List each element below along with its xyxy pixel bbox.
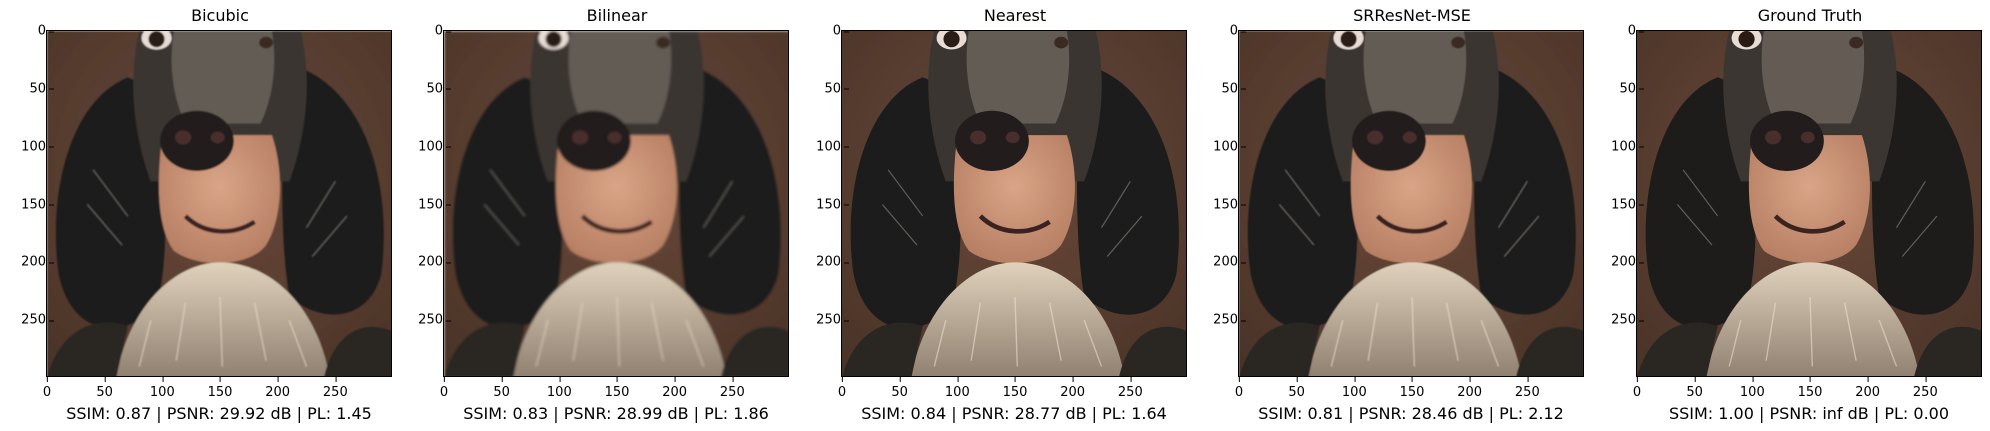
dog-image bbox=[1238, 30, 1584, 377]
x-tick-label: 50 bbox=[1686, 377, 1703, 400]
panel-srresnet-mse: SRResNet-MSE bbox=[1192, 0, 1589, 431]
y-tick-label: 0 bbox=[37, 23, 55, 39]
x-tick-label: 250 bbox=[1514, 377, 1540, 400]
y-tick-label: 200 bbox=[816, 254, 849, 270]
y-tick-label: 250 bbox=[418, 312, 451, 328]
y-tick-label: 100 bbox=[1213, 139, 1246, 155]
y-tick-label: 100 bbox=[418, 139, 451, 155]
dog-image bbox=[841, 30, 1187, 377]
x-tick-label: 200 bbox=[265, 377, 291, 400]
x-tick-label: 200 bbox=[1855, 377, 1881, 400]
metrics-caption: SSIM: 0.83 | PSNR: 28.99 dB | PL: 1.86 bbox=[463, 404, 769, 423]
y-tick-label: 200 bbox=[1611, 254, 1644, 270]
panel-ground-truth: Ground Truth bbox=[1590, 0, 1987, 431]
y-tick-label: 150 bbox=[1611, 197, 1644, 212]
y-tick-label: 150 bbox=[816, 197, 849, 212]
metrics-caption: SSIM: 0.87 | PSNR: 29.92 dB | PL: 1.45 bbox=[66, 404, 372, 423]
panel-nearest: Nearest bbox=[795, 0, 1192, 431]
dog-image bbox=[46, 30, 392, 377]
x-tick-label: 250 bbox=[1912, 377, 1938, 400]
x-tick-label: 100 bbox=[546, 377, 572, 400]
y-tick-label: 0 bbox=[832, 23, 850, 39]
x-tick-label: 150 bbox=[207, 377, 233, 400]
x-tick-label: 50 bbox=[1288, 377, 1305, 400]
x-tick-label: 200 bbox=[1457, 377, 1483, 400]
panel-title: SRResNet-MSE bbox=[1353, 6, 1471, 25]
x-tick-label: 150 bbox=[1002, 377, 1028, 400]
panel-title: Nearest bbox=[983, 6, 1047, 25]
x-tick-label: 100 bbox=[1341, 377, 1367, 400]
y-tick-label: 150 bbox=[418, 197, 451, 212]
x-tick-label: 250 bbox=[1117, 377, 1143, 400]
y-tick-label: 50 bbox=[426, 81, 451, 97]
x-tick-label: 0 bbox=[439, 377, 449, 400]
x-tick-label: 50 bbox=[493, 377, 510, 400]
metrics-caption: SSIM: 0.81 | PSNR: 28.46 dB | PL: 2.12 bbox=[1258, 404, 1564, 423]
y-tick-label: 50 bbox=[29, 81, 54, 97]
x-tick-label: 200 bbox=[662, 377, 688, 400]
x-tick-label: 150 bbox=[604, 377, 630, 400]
y-tick-label: 200 bbox=[418, 254, 451, 270]
y-tick-label: 100 bbox=[1611, 139, 1644, 155]
y-tick-label: 50 bbox=[1619, 81, 1644, 97]
x-tick-label: 200 bbox=[1060, 377, 1086, 400]
x-tick-label: 0 bbox=[1632, 377, 1642, 400]
metrics-caption: SSIM: 0.84 | PSNR: 28.77 dB | PL: 1.64 bbox=[861, 404, 1167, 423]
y-tick-label: 250 bbox=[21, 312, 54, 328]
x-tick-label: 150 bbox=[1797, 377, 1823, 400]
x-tick-label: 250 bbox=[719, 377, 745, 400]
dog-image bbox=[1636, 30, 1982, 377]
x-tick-label: 50 bbox=[96, 377, 113, 400]
x-tick-label: 100 bbox=[1739, 377, 1765, 400]
x-tick-label: 100 bbox=[944, 377, 970, 400]
y-tick-label: 0 bbox=[1627, 23, 1645, 39]
x-tick-label: 0 bbox=[837, 377, 847, 400]
y-tick-label: 200 bbox=[21, 254, 54, 270]
x-tick-label: 100 bbox=[149, 377, 175, 400]
y-tick-label: 250 bbox=[1611, 312, 1644, 328]
panel-title: Bicubic bbox=[191, 6, 249, 25]
panel-title: Bilinear bbox=[586, 6, 648, 25]
y-tick-label: 0 bbox=[434, 23, 452, 39]
x-tick-label: 150 bbox=[1399, 377, 1425, 400]
y-tick-label: 50 bbox=[1221, 81, 1246, 97]
y-tick-label: 250 bbox=[1213, 312, 1246, 328]
y-tick-label: 100 bbox=[816, 139, 849, 155]
x-tick-label: 250 bbox=[322, 377, 348, 400]
y-tick-label: 250 bbox=[816, 312, 849, 328]
y-tick-label: 0 bbox=[1229, 23, 1247, 39]
metrics-caption: SSIM: 1.00 | PSNR: inf dB | PL: 0.00 bbox=[1668, 404, 1950, 423]
panel-bilinear: Bilinear bbox=[397, 0, 794, 431]
panel-bicubic: Bicubic bbox=[0, 0, 397, 431]
panel-title: Ground Truth bbox=[1757, 6, 1863, 25]
y-tick-label: 150 bbox=[1213, 197, 1246, 212]
x-tick-label: 0 bbox=[42, 377, 52, 400]
y-tick-label: 50 bbox=[824, 81, 849, 97]
y-tick-label: 100 bbox=[21, 139, 54, 155]
y-tick-label: 200 bbox=[1213, 254, 1246, 270]
x-tick-label: 50 bbox=[891, 377, 908, 400]
x-tick-label: 0 bbox=[1234, 377, 1244, 400]
y-tick-label: 150 bbox=[21, 197, 54, 212]
dog-image bbox=[443, 30, 789, 377]
